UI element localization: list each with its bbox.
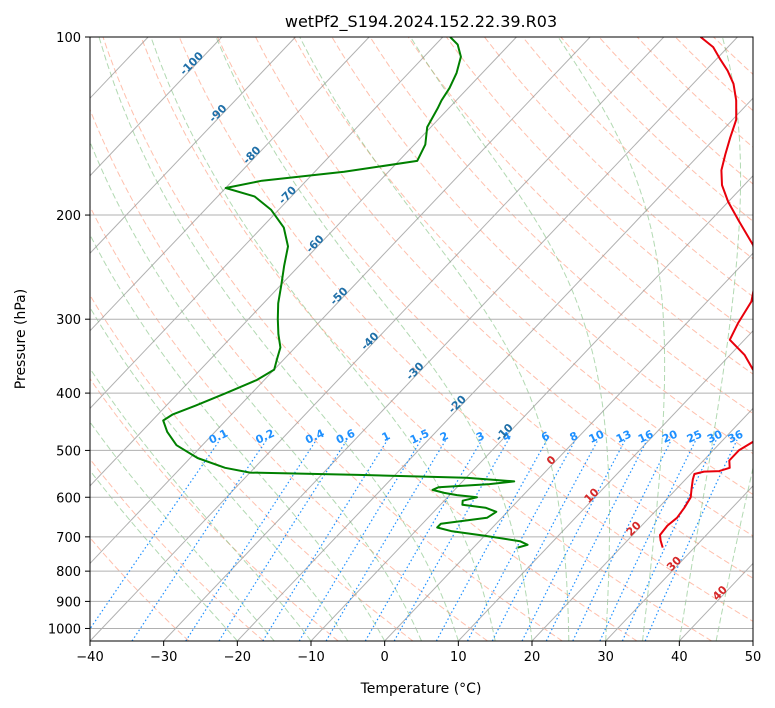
mixing-ratio-line (521, 439, 626, 641)
chart-title: wetPf2_S194.2024.152.22.39.R03 (285, 12, 557, 32)
dry-adiabat (90, 108, 563, 641)
x-tick-label: 20 (524, 650, 541, 665)
mixing-ratio-label: 30 (705, 427, 725, 445)
x-tick-label: 40 (671, 650, 688, 665)
mixing-ratio-line (644, 439, 738, 641)
y-tick-label: 500 (56, 444, 81, 459)
moist-adiabat (715, 465, 753, 641)
background-lines (90, 37, 753, 641)
isotherm-line (90, 37, 665, 641)
dry-adiabat (407, 37, 753, 375)
temperature-profile-line (659, 37, 753, 548)
x-tick-label: −30 (150, 650, 177, 665)
isotherm-line (90, 37, 591, 565)
x-tick-label: 0 (381, 650, 389, 665)
mixing-ratio-line (131, 439, 268, 641)
dry-adiabat (369, 37, 753, 415)
dewpoint-profile-line (162, 37, 529, 549)
x-tick-label: −10 (297, 650, 324, 665)
y-tick-label: 800 (56, 565, 81, 580)
y-tick-label: 200 (56, 209, 81, 224)
moist-adiabat (90, 469, 238, 641)
isotherm-line (90, 37, 517, 487)
mixing-ratio-line (325, 439, 447, 641)
x-tick-label: 10 (450, 650, 467, 665)
moist-adiabat (90, 140, 422, 641)
mixing-ratio-label: 10 (587, 427, 607, 445)
moist-adiabat (215, 37, 533, 641)
x-tick-label: −40 (76, 650, 103, 665)
x-axis-title: Temperature (°C) (360, 681, 482, 697)
mixing-ratio-label: 16 (636, 427, 656, 445)
mixing-ratio-line (545, 439, 648, 641)
dry-adiabat (140, 37, 712, 641)
moist-adiabat (299, 37, 570, 641)
mixing-ratio-line (491, 439, 599, 641)
mixing-ratio-label: 25 (685, 428, 704, 446)
mixing-ratio-label: 13 (614, 428, 633, 446)
y-tick-label: 900 (56, 595, 81, 610)
moist-adiabat (678, 37, 742, 641)
isotherm-line (163, 37, 738, 641)
moist-adiabat (98, 37, 459, 641)
isotherm-line (310, 175, 753, 641)
isotherm-line (90, 37, 444, 410)
dry-adiabat (255, 37, 753, 537)
y-tick-label: 600 (56, 491, 81, 506)
y-tick-label: 400 (56, 387, 81, 402)
series-lines (162, 37, 753, 549)
axes-layer: −40 −30 −20 −10 0 10 20 30 40 50 100 200 300 400 500 60… (48, 31, 761, 665)
isotherm-line (605, 485, 753, 641)
mixing-ratio-line (393, 439, 509, 641)
moist-adiabat (557, 37, 666, 641)
mixing-ratio-line (298, 439, 422, 641)
mixing-ratio-label: 36 (726, 427, 746, 445)
dry-adiabat (90, 458, 264, 641)
y-tick-label: 1000 (48, 622, 81, 637)
dry-adiabat (178, 37, 753, 622)
isotherm-line (236, 97, 753, 641)
moist-adiabat (410, 37, 610, 641)
y-tick-label: 100 (56, 31, 81, 46)
dry-adiabat (293, 37, 753, 496)
moist-adiabat (90, 367, 312, 641)
isotherm-line (90, 37, 296, 255)
dry-adiabat (102, 37, 638, 641)
mixing-ratio-line (599, 439, 697, 641)
isotherm-line (384, 252, 753, 641)
mixing-ratio-label: 20 (660, 427, 680, 445)
y-tick-label: 300 (56, 313, 81, 328)
mixing-ratio-line (572, 439, 672, 641)
x-tick-label: −20 (224, 650, 251, 665)
dry-adiabat (90, 294, 414, 641)
moist-adiabat (90, 421, 275, 641)
dry-adiabat (598, 37, 753, 185)
dry-adiabat (331, 37, 753, 455)
moist-adiabat (90, 233, 386, 641)
isotherm-line (457, 330, 753, 641)
moist-adiabat (90, 306, 349, 641)
mixing-ratio-line (90, 439, 221, 630)
dry-adiabat (636, 37, 753, 148)
plot-frame (89, 36, 754, 642)
y-axis-title: Pressure (hPa) (13, 289, 29, 389)
isotherm-line (531, 407, 753, 641)
x-tick-label: 30 (597, 650, 614, 665)
isotherm-line (90, 37, 223, 177)
mixing-ratio-line (364, 439, 483, 641)
isotherm-line (90, 37, 370, 332)
y-tick-label: 700 (56, 531, 81, 546)
dry-adiabat (90, 537, 190, 641)
mixing-ratio-line (262, 439, 389, 641)
x-tick-label: 50 (745, 650, 762, 665)
